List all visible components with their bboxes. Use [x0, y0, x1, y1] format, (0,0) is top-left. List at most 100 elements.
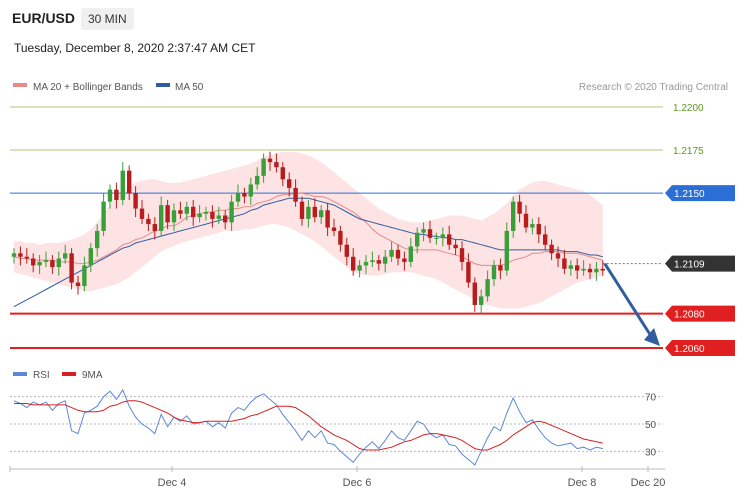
rsi-tick-label: 50: [645, 420, 657, 431]
bollinger-band-area: [14, 151, 603, 309]
candle-body: [120, 170, 125, 200]
candle-body: [562, 258, 567, 269]
candle-body: [491, 265, 497, 280]
candle-body: [389, 249, 394, 257]
candle-body: [575, 265, 580, 271]
rsi-9ma-line: [14, 400, 603, 451]
candle-body: [88, 248, 93, 266]
candle-body: [171, 210, 177, 223]
candle-body: [415, 232, 420, 247]
candle-body: [197, 213, 202, 218]
candle-body: [82, 265, 87, 287]
candle-body: [395, 249, 401, 259]
rsi-tick-label: 30: [645, 447, 657, 458]
candle-body: [581, 268, 586, 271]
time-axis-label: Dec 6: [343, 477, 372, 489]
time-axis-label: Dec 4: [158, 477, 187, 489]
candle-body: [18, 253, 23, 257]
candle-body: [600, 268, 605, 271]
candle-body: [95, 230, 100, 249]
price-panel: 1.2200 1.2175 1.2150 1.2109 1.2080 1.2060: [10, 103, 735, 356]
time-axis-label: Dec 8: [568, 477, 597, 489]
9ma-legend-swatch: [62, 372, 76, 376]
candle-body: [306, 206, 311, 219]
candle-body: [248, 184, 253, 197]
price-legend-entry-ma50: MA 50: [175, 82, 204, 93]
candle-body: [459, 248, 465, 262]
candle-body: [440, 234, 445, 238]
time-axis: Dec 4 Dec 6 Dec 8 Dec 20: [158, 466, 665, 489]
rsi-legend-entry-9ma: 9MA: [82, 370, 103, 381]
candle-body: [370, 260, 375, 262]
price-level-label: 1.2175: [673, 146, 704, 157]
candle-body: [504, 230, 509, 271]
candle-body: [101, 201, 106, 231]
candle-body: [523, 213, 529, 228]
candle-body: [479, 296, 484, 305]
candle-body: [427, 229, 433, 238]
candle-body: [466, 261, 471, 283]
candle-body: [408, 246, 413, 262]
candle-body: [56, 258, 61, 268]
price-level-label: 1.2200: [673, 103, 704, 114]
candle-body: [338, 230, 343, 245]
candle-body: [223, 215, 228, 223]
candle-body: [274, 162, 279, 168]
rsi-legend: RSI 9MA: [13, 370, 103, 381]
candle-body: [165, 205, 170, 223]
candle-body: [127, 170, 132, 194]
candle-body: [511, 201, 516, 231]
price-level-badge: [665, 185, 735, 202]
candle-body: [498, 265, 503, 271]
rsi-legend-entry-rsi: RSI: [33, 370, 50, 381]
candle-body: [280, 167, 285, 180]
rsi-panel: 70 50 30: [10, 388, 663, 466]
candle-body: [363, 261, 369, 266]
candle-body: [261, 158, 266, 176]
candle-body: [139, 208, 145, 219]
candle-body: [191, 206, 196, 218]
candle-body: [178, 210, 183, 214]
candle-body: [50, 260, 55, 268]
candle-body: [203, 212, 209, 214]
candle-body: [376, 260, 381, 264]
candle-body: [536, 224, 541, 235]
timeframe-button[interactable]: 30 MIN: [81, 8, 134, 30]
candle-body: [293, 187, 298, 202]
candle-body: [351, 256, 356, 271]
candle-body: [255, 175, 260, 185]
candle-body: [43, 260, 49, 262]
candle-body: [37, 261, 42, 266]
timestamp-label: Tuesday, December 8, 2020 2:37:47 AM CET: [14, 41, 256, 55]
candle-body: [530, 224, 535, 228]
price-legend: MA 20 + Bollinger Bands MA 50: [13, 82, 204, 93]
price-level-label: 1.2060: [674, 344, 705, 355]
candle-body: [357, 265, 362, 271]
candle-body: [453, 244, 458, 249]
candle-body: [434, 237, 439, 239]
candle-body: [594, 268, 599, 273]
symbol-label: EUR/USD: [12, 10, 76, 26]
candle-body: [75, 282, 81, 287]
rsi-line: [13, 388, 603, 466]
candle-body: [242, 193, 247, 197]
price-legend-entry-ma20: MA 20 + Bollinger Bands: [33, 82, 143, 93]
candle-body: [447, 234, 452, 245]
price-level-badge: [665, 255, 735, 272]
chart-header: EUR/USD 30 MIN Tuesday, December 8, 2020…: [0, 0, 738, 68]
candle-body: [107, 189, 113, 202]
candle-body: [133, 193, 138, 209]
candle-body: [11, 253, 17, 257]
candle-body: [184, 206, 189, 214]
candle-body: [312, 206, 317, 218]
candle-body: [331, 227, 337, 231]
ma50-legend-swatch: [156, 83, 170, 87]
price-level-label: 1.2109: [674, 260, 705, 271]
candle-body: [159, 205, 164, 231]
candle-body: [235, 193, 241, 202]
rsi-legend-swatch: [13, 372, 27, 376]
candle-body: [325, 210, 330, 228]
candle-body: [287, 179, 292, 188]
candle-body: [152, 224, 157, 231]
